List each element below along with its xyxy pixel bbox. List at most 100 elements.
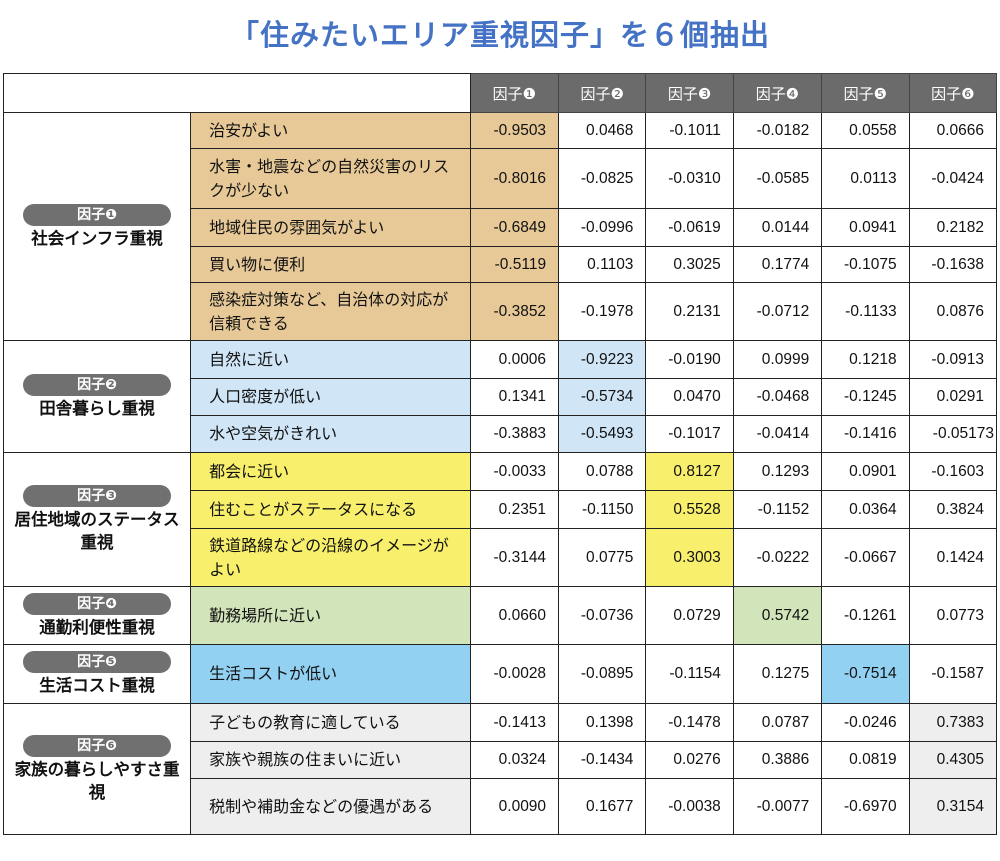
loading-value-factor-1: -0.6849 bbox=[469, 208, 560, 247]
loading-value-factor-2: -0.5734 bbox=[558, 378, 647, 416]
loading-value-factor-2: -0.1978 bbox=[558, 282, 647, 341]
loading-value-factor-5: 0.0558 bbox=[821, 112, 910, 149]
loading-value-factor-3: -0.0190 bbox=[645, 340, 734, 379]
loading-value-factor-5: -0.1075 bbox=[821, 246, 910, 283]
loading-value-factor-2: -0.1434 bbox=[558, 741, 647, 779]
loading-value-factor-4: -0.0585 bbox=[732, 148, 823, 209]
item-label: 地域住民の雰囲気がよい bbox=[190, 208, 471, 247]
table-row: 因子❶ 社会インフラ重視 治安がよい -0.9503 0.0468 -0.1011 -0.0… bbox=[2, 112, 998, 341]
loading-value-factor-4: -0.0712 bbox=[732, 282, 823, 341]
loading-value-factor-5: 0.0901 bbox=[821, 452, 910, 491]
item-label: 都会に近い bbox=[190, 452, 471, 491]
loading-value-factor-4: -0.0468 bbox=[732, 378, 823, 416]
loading-value-factor-2: 0.0788 bbox=[558, 452, 647, 491]
loading-value-factor-1: 0.0660 bbox=[469, 586, 560, 645]
loading-value-factor-1: 0.0324 bbox=[469, 741, 560, 779]
item-label: 治安がよい bbox=[190, 112, 471, 149]
loading-value-factor-6: 0.3154 bbox=[908, 778, 998, 835]
loading-value-factor-1: 0.2351 bbox=[469, 490, 560, 529]
loading-value-factor-4: 0.0787 bbox=[732, 703, 823, 742]
factor-badge: 因子❷ bbox=[23, 373, 172, 396]
loading-value-factor-3: -0.0619 bbox=[645, 208, 734, 247]
loading-value-factor-6: -0.1603 bbox=[908, 452, 998, 491]
loading-value-factor-6: 0.7383 bbox=[908, 703, 998, 742]
loading-value-factor-1: -0.3852 bbox=[469, 282, 560, 341]
loading-value-factor-5: 0.0364 bbox=[821, 490, 910, 529]
loading-value-factor-4: -0.1152 bbox=[732, 490, 823, 529]
loading-value-factor-2: -0.5493 bbox=[558, 415, 647, 453]
factor-group-name: 通勤利便性重視 bbox=[39, 617, 155, 637]
factor-badge: 因子❹ bbox=[23, 592, 172, 615]
loading-value-factor-2: 0.0775 bbox=[558, 528, 647, 587]
item-label: 勤務場所に近い bbox=[190, 586, 471, 645]
item-label: 自然に近い bbox=[190, 340, 471, 379]
loading-value-factor-4: 0.5742 bbox=[732, 586, 823, 645]
factor-badge: 因子❶ bbox=[23, 203, 172, 226]
loading-value-factor-3: -0.1011 bbox=[645, 112, 734, 149]
loading-value-factor-3: -0.1154 bbox=[645, 644, 734, 704]
loading-value-factor-1: -0.1413 bbox=[469, 703, 560, 742]
item-label: 税制や補助金などの優遇がある bbox=[190, 778, 471, 835]
header-blank bbox=[3, 73, 471, 113]
loading-value-factor-4: 0.1293 bbox=[732, 452, 823, 491]
table-row: 因子❻ 家族の暮らしやすさ重視 子どもの教育に適している -0.1413 0.1398-… bbox=[2, 703, 998, 835]
loading-value-factor-3: -0.1017 bbox=[645, 415, 734, 453]
table-row: 買い物に便利 -0.5119 0.1103 0.3025 0.1774 -0.1075 -0… bbox=[4, 246, 998, 283]
header-factor-1: 因子❶ bbox=[469, 73, 560, 113]
item-label: 子どもの教育に適している bbox=[190, 703, 471, 742]
item-label: 住むことがステータスになる bbox=[190, 490, 471, 529]
loading-value-factor-6: 0.1424 bbox=[908, 528, 998, 587]
loading-value-factor-5: -0.6970 bbox=[821, 778, 910, 835]
loading-value-factor-2: 0.1103 bbox=[558, 246, 647, 283]
loading-value-factor-3: -0.0310 bbox=[645, 148, 734, 209]
loading-value-factor-3: 0.5528 bbox=[645, 490, 734, 529]
loading-value-factor-5: 0.0113 bbox=[821, 148, 910, 209]
loading-value-factor-2: -0.9223 bbox=[558, 340, 647, 379]
loading-value-factor-4: -0.0414 bbox=[732, 415, 823, 453]
loading-value-factor-5: 0.0941 bbox=[821, 208, 910, 247]
loading-value-factor-5: -0.1261 bbox=[821, 586, 910, 645]
loading-value-factor-6: 0.4305 bbox=[908, 741, 998, 779]
factor-group-name: 家族の暮らしやすさ重視 bbox=[14, 759, 180, 802]
factor-badge: 因子❻ bbox=[23, 734, 172, 757]
item-label: 家族や親族の住まいに近い bbox=[190, 741, 471, 779]
table-row: 水害・地震などの自然災害のリスクが少ない -0.8016 -0.0825 -0.031… bbox=[4, 148, 998, 209]
loading-value-factor-6: 0.0666 bbox=[908, 112, 998, 149]
loading-value-factor-3: 0.3025 bbox=[645, 246, 734, 283]
table-row: 因子❷ 田舎暮らし重視 自然に近い 0.0006 -0.9223 -0.0190 0.099… bbox=[2, 340, 998, 453]
table-row: 因子❸ 居住地域のステータス重視 都会に近い -0.0033 0.0788 0.8127 0… bbox=[2, 452, 998, 587]
item-label: 水や空気がきれい bbox=[190, 415, 471, 453]
page-title: 「住みたいエリア重視因子」を６個抽出 bbox=[229, 18, 770, 52]
loading-value-factor-3: 0.0729 bbox=[645, 586, 734, 645]
factor-group-name: 生活コスト重視 bbox=[39, 676, 155, 695]
loading-value-factor-5: -0.0246 bbox=[821, 703, 910, 742]
table-row: 住むことがステータスになる 0.2351 -0.1150 0.5528 -0.1152 0… bbox=[4, 490, 998, 529]
header-factor-6: 因子❻ bbox=[908, 73, 998, 113]
table-row: 鉄道路線などの沿線のイメージがよい -0.3144 0.0775 0.3003 -0.0… bbox=[4, 528, 998, 587]
loading-value-factor-2: 0.1398 bbox=[558, 703, 647, 742]
loading-value-factor-2: -0.0825 bbox=[558, 148, 647, 209]
loading-value-factor-1: 0.0006 bbox=[469, 340, 560, 379]
header-factor-4: 因子❹ bbox=[732, 73, 823, 113]
loading-value-factor-5: -0.0667 bbox=[821, 528, 910, 587]
factor-group-label: 因子❸ 居住地域のステータス重視 bbox=[2, 452, 192, 587]
loading-value-factor-6: -0.1587 bbox=[908, 644, 998, 704]
loading-value-factor-3: -0.1478 bbox=[645, 703, 734, 742]
loading-value-factor-3: 0.3003 bbox=[645, 528, 734, 587]
loading-value-factor-1: -0.3144 bbox=[469, 528, 560, 587]
loading-value-factor-3: 0.2131 bbox=[645, 282, 734, 341]
loading-value-factor-1: 0.1341 bbox=[469, 378, 560, 416]
header-row: 因子❶ 因子❷ 因子❸ 因子❹ 因子❺ 因子❻ bbox=[3, 73, 998, 113]
loading-value-factor-3: -0.0038 bbox=[645, 778, 734, 835]
loading-value-factor-5: 0.1218 bbox=[821, 340, 910, 379]
loading-value-factor-4: 0.3886 bbox=[732, 741, 823, 779]
loading-value-factor-5: -0.1416 bbox=[821, 415, 910, 453]
loading-value-factor-5: -0.7514 bbox=[821, 644, 910, 704]
loading-value-factor-3: 0.0470 bbox=[645, 378, 734, 416]
loading-value-factor-4: -0.0077 bbox=[732, 778, 823, 835]
loading-value-factor-4: 0.0144 bbox=[732, 208, 823, 247]
loading-value-factor-4: -0.0182 bbox=[732, 112, 823, 149]
item-label: 買い物に便利 bbox=[190, 246, 471, 283]
loading-value-factor-6: 0.3824 bbox=[908, 490, 998, 529]
loading-value-factor-2: -0.0895 bbox=[558, 644, 647, 704]
